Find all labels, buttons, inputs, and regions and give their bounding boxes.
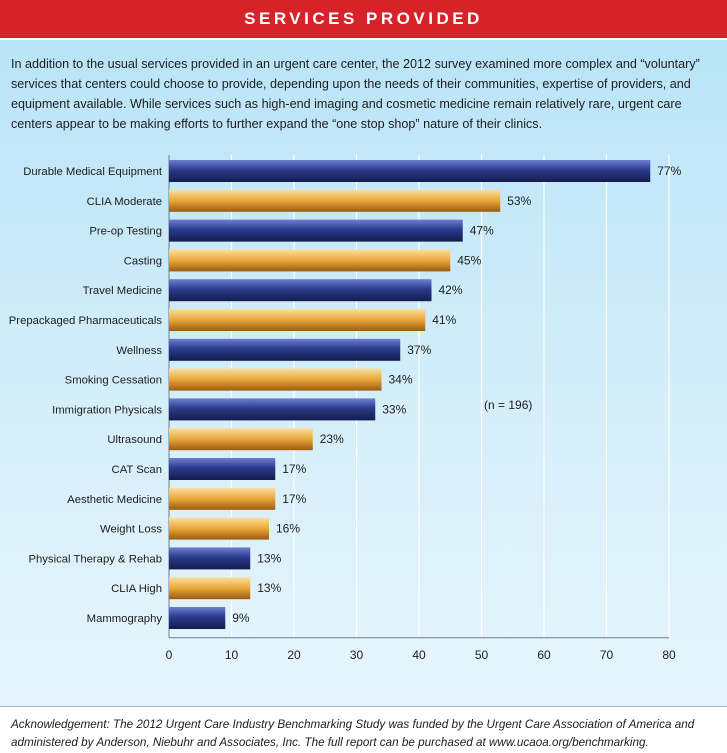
- value-label: 37%: [407, 343, 431, 357]
- bar: [169, 309, 426, 331]
- category-label: Durable Medical Equipment: [23, 166, 163, 178]
- category-label: Aesthetic Medicine: [67, 494, 162, 506]
- bar: [169, 607, 226, 629]
- value-label: 42%: [439, 283, 463, 297]
- bar: [169, 160, 651, 182]
- value-label: 34%: [389, 373, 413, 387]
- bar: [169, 338, 401, 361]
- bar: [169, 279, 432, 302]
- value-label: 41%: [432, 313, 456, 327]
- sample-size-annotation: (n = 196): [484, 398, 532, 412]
- bar: [169, 458, 276, 480]
- value-label: 17%: [282, 462, 306, 476]
- bar: [169, 398, 376, 421]
- value-label: 33%: [382, 402, 406, 416]
- x-tick-label: 50: [475, 648, 489, 662]
- x-axis-ticks: 0 10 20 30 40 50 60 70 80: [166, 648, 676, 662]
- bar: [169, 517, 269, 540]
- x-tick-label: 20: [287, 648, 301, 662]
- section-header: SERVICES PROVIDED: [0, 0, 727, 40]
- bars: [169, 160, 651, 629]
- category-label: CLIA Moderate: [87, 196, 162, 208]
- x-tick-label: 30: [350, 648, 364, 662]
- bar: [169, 219, 463, 242]
- section-title: SERVICES PROVIDED: [244, 9, 483, 28]
- category-label: Physical Therapy & Rehab: [28, 553, 162, 565]
- x-tick-label: 0: [166, 648, 173, 662]
- value-labels: 77% 53% 47% 45% 42% 41% 37% 34% 33% 23% 17% 17% 16% 1…: [232, 164, 681, 625]
- x-tick-label: 10: [225, 648, 239, 662]
- x-tick-label: 80: [662, 648, 676, 662]
- value-label: 13%: [257, 551, 281, 565]
- bar: [169, 487, 276, 510]
- bar: [169, 547, 251, 570]
- bar: [169, 428, 313, 451]
- value-label: 9%: [232, 611, 250, 625]
- bar: [169, 577, 251, 600]
- value-label: 16%: [276, 522, 300, 536]
- x-tick-label: 60: [537, 648, 551, 662]
- bar: [169, 249, 451, 272]
- value-label: 47%: [470, 224, 494, 238]
- category-label: Casting: [124, 255, 162, 267]
- category-label: Mammography: [87, 613, 163, 625]
- category-label: CLIA High: [111, 583, 162, 595]
- value-label: 77%: [657, 164, 681, 178]
- category-label: Pre-op Testing: [89, 226, 162, 238]
- x-tick-label: 70: [600, 648, 614, 662]
- category-labels: Durable Medical Equipment CLIA Moderate Pr…: [9, 166, 163, 625]
- value-label: 13%: [257, 581, 281, 595]
- x-tick-label: 40: [412, 648, 426, 662]
- category-label: Ultrasound: [107, 434, 162, 446]
- services-bar-chart: Durable Medical Equipment CLIA Moderate Pr…: [9, 155, 682, 662]
- category-label: Immigration Physicals: [52, 404, 162, 416]
- intro-paragraph: In addition to the usual services provid…: [11, 57, 700, 131]
- category-label: Smoking Cessation: [65, 375, 162, 387]
- footer: Acknowledgement: The 2012 Urgent Care In…: [0, 706, 727, 753]
- acknowledgement-text: Acknowledgement: The 2012 Urgent Care In…: [11, 718, 695, 749]
- value-label: 45%: [457, 253, 481, 267]
- bar: [169, 189, 501, 212]
- category-label: Prepackaged Pharmaceuticals: [9, 315, 163, 327]
- value-label: 53%: [507, 194, 531, 208]
- bar: [169, 368, 382, 391]
- value-label: 17%: [282, 492, 306, 506]
- category-label: CAT Scan: [112, 464, 162, 476]
- value-label: 23%: [320, 432, 344, 446]
- category-label: Weight Loss: [100, 524, 162, 536]
- category-label: Travel Medicine: [83, 285, 162, 297]
- category-label: Wellness: [116, 345, 162, 357]
